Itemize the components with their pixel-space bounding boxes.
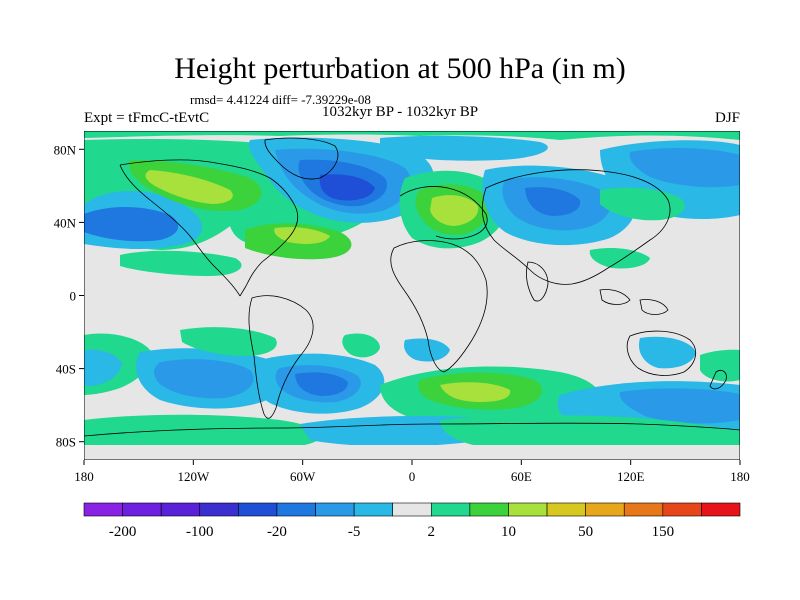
- colorbar-label: 50: [578, 524, 593, 540]
- map-panel: [84, 131, 740, 460]
- colorbar-label: -5: [348, 524, 361, 540]
- lon-tick-label: 0: [409, 469, 416, 484]
- colorbar-box: [392, 502, 432, 517]
- colorbar: [83, 502, 741, 517]
- page-title: Height perturbation at 500 hPa (in m): [174, 52, 626, 85]
- lon-tick-label: 120W: [177, 469, 210, 484]
- colorbar-box: [546, 502, 586, 517]
- lat-tick-label: 0: [70, 289, 77, 304]
- colorbar-box: [353, 502, 394, 517]
- colorbar-box: [122, 502, 162, 517]
- lat-tick-label: 40N: [54, 215, 77, 230]
- colorbar-box: [238, 502, 278, 517]
- colorbar-box: [430, 502, 471, 517]
- colorbar-box: [315, 502, 355, 517]
- colorbar-box: [276, 502, 316, 517]
- experiment-label: Expt = tFmcC-tEvtC: [84, 110, 210, 126]
- colorbar-box: [508, 502, 548, 517]
- colorbar-box: [662, 502, 702, 517]
- colorbar-label: 10: [501, 524, 516, 540]
- lon-tick-label: 180: [730, 469, 750, 484]
- colorbar-box: [701, 502, 741, 517]
- colorbar-box: [160, 502, 201, 517]
- season-label: DJF: [714, 110, 740, 126]
- colorbar-box: [199, 502, 239, 517]
- colorbar-label: -200: [109, 524, 137, 540]
- stats-label: rmsd= 4.41224 diff= -7.39229e-08: [190, 92, 371, 107]
- colorbar-box: [83, 502, 123, 517]
- lon-tick-label: 60E: [511, 469, 532, 484]
- coastlines: [84, 137, 740, 437]
- colorbar-box: [585, 502, 625, 517]
- colorbar-label: 2: [428, 524, 436, 540]
- colorbar-label: -100: [186, 524, 214, 540]
- colorbar-label: -20: [267, 524, 287, 540]
- colorbar-box: [623, 502, 664, 517]
- colorbar-labels: -200 -100 -20 -5 2 10 50 150: [109, 524, 674, 540]
- lat-tick-label: 80S: [56, 435, 76, 450]
- lon-tick-label: 120E: [617, 469, 645, 484]
- latitude-axis: 80N 40N 0 40S 80S: [54, 142, 84, 450]
- period-label: 1032kyr BP - 1032kyr BP: [321, 104, 479, 120]
- longitude-axis: 180 120W 60W 0 60E 120E 180: [74, 460, 750, 484]
- colorbar-label: 150: [652, 524, 675, 540]
- lat-tick-label: 80N: [54, 142, 77, 157]
- lon-tick-label: 180: [74, 469, 94, 484]
- lon-tick-label: 60W: [290, 469, 316, 484]
- lat-tick-label: 40S: [56, 362, 76, 377]
- colorbar-box: [469, 502, 509, 517]
